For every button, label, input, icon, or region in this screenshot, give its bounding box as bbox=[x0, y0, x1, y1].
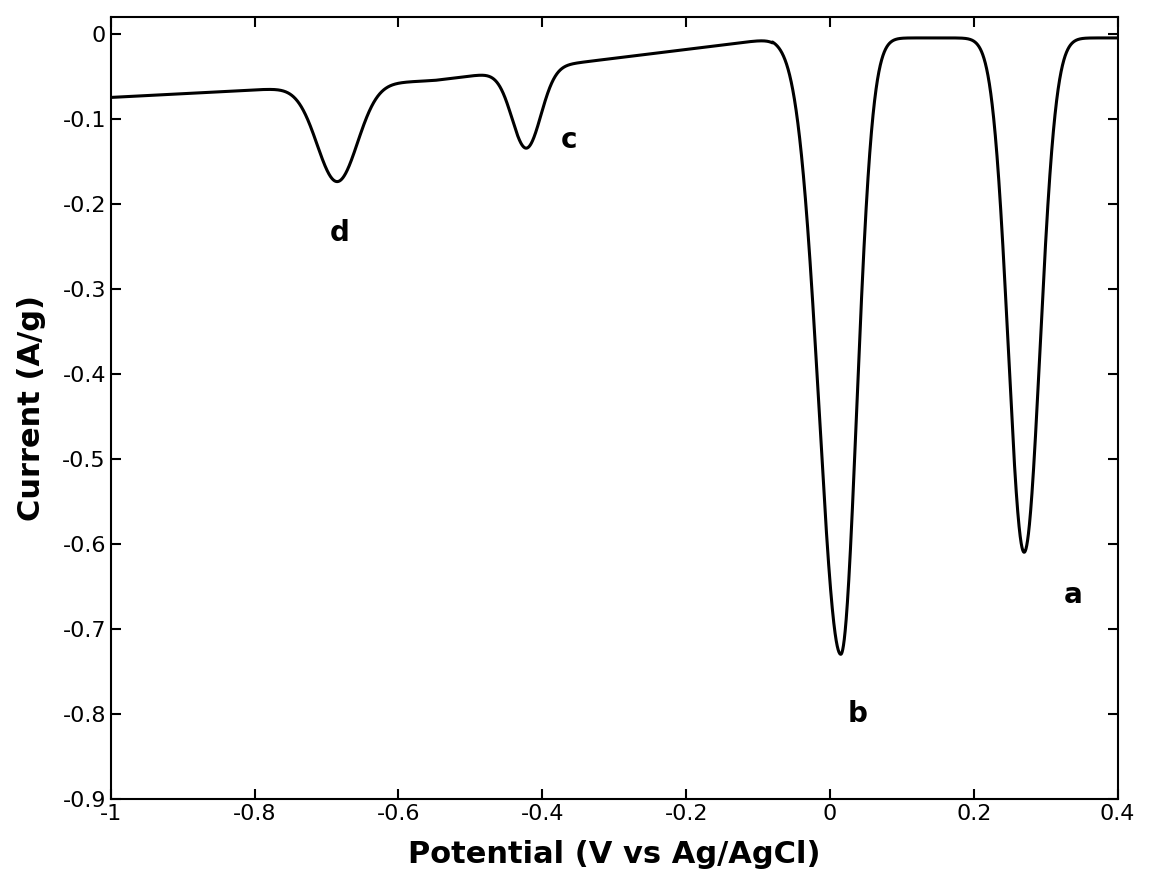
Text: d: d bbox=[331, 220, 350, 247]
Text: b: b bbox=[848, 700, 867, 727]
Text: c: c bbox=[560, 126, 577, 154]
Text: a: a bbox=[1063, 580, 1083, 609]
X-axis label: Potential (V vs Ag/AgCl): Potential (V vs Ag/AgCl) bbox=[408, 840, 820, 869]
Y-axis label: Current (A/g): Current (A/g) bbox=[16, 295, 46, 521]
